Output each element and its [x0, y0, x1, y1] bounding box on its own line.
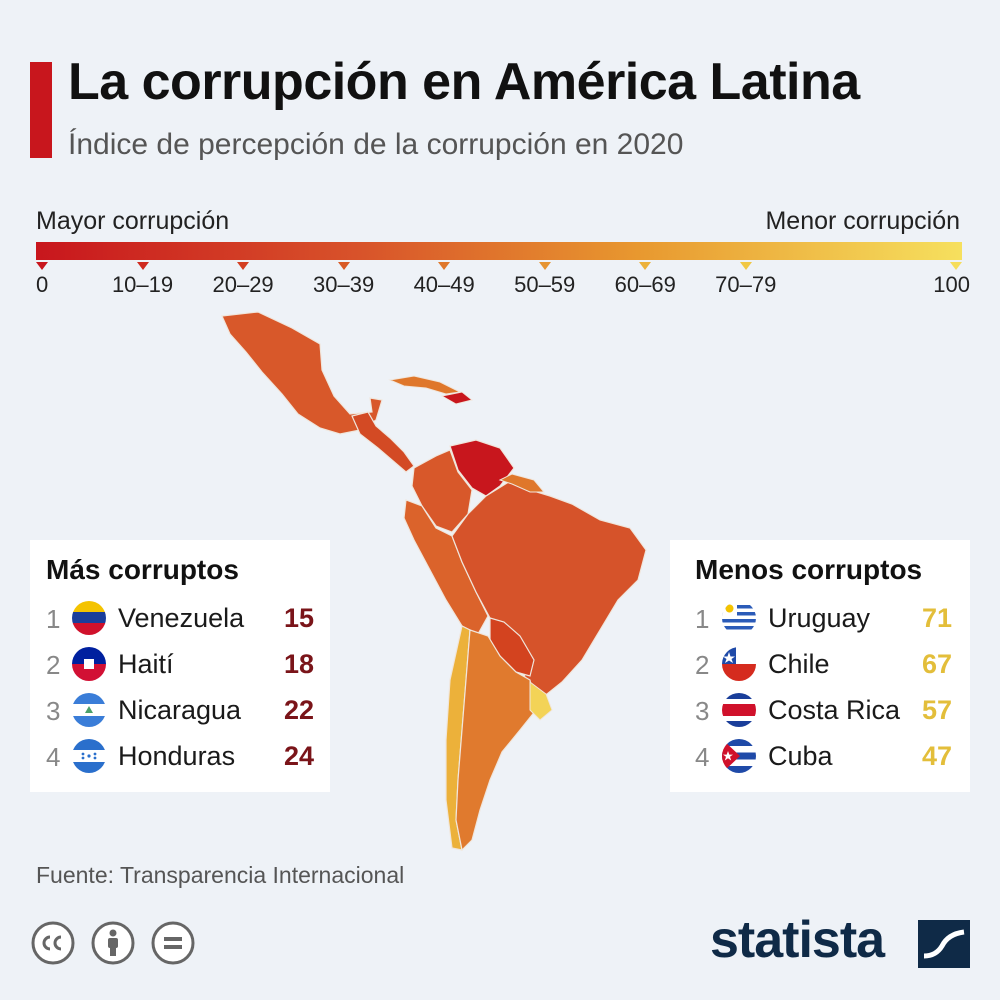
legend-tick-marker	[136, 262, 149, 270]
score-value: 67	[921, 649, 952, 679]
haiti-flag-icon	[72, 647, 106, 681]
score-value: 15	[283, 603, 314, 633]
legend-tick-label: 20–29	[212, 272, 274, 297]
mexico-region	[221, 311, 383, 435]
legend-ticks: 0 10–19 20–29 30–39 40–49 50–59 60–69 70–79 100	[0, 260, 1000, 300]
brazil-region	[451, 479, 647, 699]
score-value: 18	[283, 649, 314, 679]
legend-tick-label: 10–19	[111, 272, 174, 297]
latin-america-map	[221, 311, 647, 852]
country-name: Uruguay	[768, 603, 871, 633]
uruguay-flag-icon	[722, 601, 756, 635]
legend-gradient-bar	[36, 242, 962, 260]
venezuela-flag-icon	[72, 601, 106, 635]
hispaniola-region	[440, 391, 474, 405]
country-name: Cuba	[768, 741, 833, 771]
rank-number: 4	[695, 742, 710, 772]
least-corrupt-title: Menos corruptos	[695, 554, 923, 585]
country-name: Chile	[768, 649, 830, 679]
country-name: Venezuela	[118, 603, 245, 633]
rank-number: 1	[695, 604, 710, 634]
page-subtitle: Índice de percepción de la corrupción en…	[68, 128, 684, 161]
legend-tick-marker	[950, 262, 962, 270]
rank-number: 3	[46, 696, 61, 726]
chile-flag-icon	[722, 647, 756, 681]
legend-tick-label: 100	[933, 272, 970, 297]
list-item: 4 Honduras 24	[30, 736, 330, 776]
brand-name: statista	[710, 911, 885, 969]
list-item: 1 Uruguay 71	[670, 598, 970, 638]
rank-number: 2	[695, 650, 710, 680]
statista-logo[interactable]: statista	[710, 910, 970, 974]
uruguay-region	[529, 681, 553, 721]
rank-number: 3	[695, 696, 710, 726]
rank-number: 4	[46, 742, 61, 772]
legend-tick-marker	[538, 262, 551, 270]
legend-tick-label: 0	[36, 272, 49, 297]
legend-right-label: Menor corrupción	[765, 207, 960, 235]
central-america-region	[351, 411, 415, 473]
least-corrupt-panel: Menos corruptos 1 Uruguay 71 2 Chile 67 …	[670, 540, 970, 792]
list-item: 3 Costa Rica 57	[670, 690, 970, 730]
honduras-flag-icon	[72, 739, 106, 773]
most-corrupt-panel: Más corruptos 1 Venezuela 15 2 Haití 18 …	[30, 540, 330, 792]
andes-west-region	[403, 499, 489, 635]
rank-number: 1	[46, 604, 61, 634]
legend-tick-marker	[438, 262, 451, 270]
country-name: Honduras	[118, 741, 236, 771]
list-item: 3 Nicaragua 22	[30, 690, 330, 730]
legend-tick-marker	[739, 262, 752, 270]
title-accent-bar	[30, 62, 52, 158]
no-derivatives-icon[interactable]	[150, 920, 196, 966]
score-value: 57	[921, 695, 952, 725]
list-item: 2 Chile 67	[670, 644, 970, 684]
score-value: 22	[283, 695, 314, 725]
score-value: 24	[283, 741, 314, 771]
legend-left-label: Mayor corrupción	[36, 207, 230, 235]
guianas-region	[498, 473, 546, 493]
score-value: 47	[921, 741, 952, 771]
creative-commons-icon[interactable]	[30, 920, 76, 966]
attribution-icon[interactable]	[90, 920, 136, 966]
list-item: 2 Haití 18	[30, 644, 330, 684]
license-badges	[30, 920, 210, 970]
cuba-flag-icon	[722, 739, 756, 773]
argentina-region	[455, 629, 537, 852]
legend-tick-marker	[337, 262, 350, 270]
score-value: 71	[921, 603, 952, 633]
country-name: Costa Rica	[768, 695, 901, 725]
costa-rica-flag-icon	[722, 693, 756, 727]
legend-tick-marker	[36, 262, 48, 270]
legend-tick-label: 50–59	[514, 272, 576, 297]
country-name: Haití	[118, 649, 174, 679]
legend-tick-marker	[237, 262, 250, 270]
most-corrupt-title: Más corruptos	[46, 554, 239, 585]
cuba-region	[388, 375, 462, 395]
source-note: Fuente: Transparencia Internacional	[36, 862, 405, 888]
venezuela-region	[449, 439, 515, 497]
legend-tick-label: 40–49	[413, 272, 475, 297]
country-name: Nicaragua	[118, 695, 242, 725]
rank-number: 2	[46, 650, 61, 680]
legend-tick-label: 70–79	[715, 272, 777, 297]
list-item: 4 Cuba 47	[670, 736, 970, 776]
statista-logo-icon	[918, 920, 970, 968]
legend-tick-label: 30–39	[313, 272, 375, 297]
page-title: La corrupción en América Latina	[68, 53, 860, 111]
legend-tick-marker	[639, 262, 652, 270]
nicaragua-flag-icon	[72, 693, 106, 727]
legend-tick-label: 60–69	[614, 272, 676, 297]
list-item: 1 Venezuela 15	[30, 598, 330, 638]
